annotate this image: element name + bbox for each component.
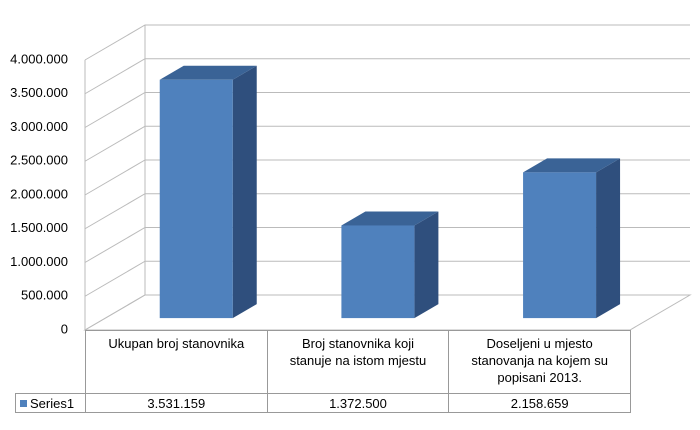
y-tick-label: 1.500.000 [10,220,68,235]
value-label: 3.531.159 [85,393,268,413]
legend-swatch [20,399,27,407]
grid-line [84,159,690,196]
y-tick-label: 3.500.000 [10,85,68,100]
bar-side [596,158,621,319]
value-label: 2.158.659 [448,393,631,413]
legend-label: Series1 [30,395,75,411]
bar [523,172,597,319]
y-tick-label: 0 [61,321,68,336]
grid-line [84,260,690,297]
y-tick-label: 2.500.000 [10,153,68,168]
grid-line [84,58,690,95]
bar-side [232,65,257,319]
grid-line [84,24,690,61]
category-label: Doseljeni u mjesto stanovanja na kojem s… [448,330,631,394]
bar-top [341,211,439,226]
y-tick-label: 3.000.000 [10,119,68,134]
grid-line [84,92,690,128]
grid-line [84,193,690,230]
value-label: 1.372.500 [266,393,450,413]
category-label: Ukupan broj stanovnika [85,330,268,394]
bar-side [414,211,439,319]
y-tick-label: 4.000.000 [10,51,68,66]
grid-line [84,294,690,331]
bar-top [159,65,257,80]
bar [159,79,233,319]
category-label: Broj stanovnika koji stanuje na istom mj… [266,330,450,394]
y-tick-label: 2.000.000 [10,186,68,201]
bar [341,225,415,319]
grid-line [84,125,690,162]
y-tick-label: 1.000.000 [10,254,68,269]
bar-top [523,158,621,173]
legend-cell: Series1 [15,393,86,413]
y-tick-label: 500.000 [21,288,68,303]
grid-line [84,227,690,263]
